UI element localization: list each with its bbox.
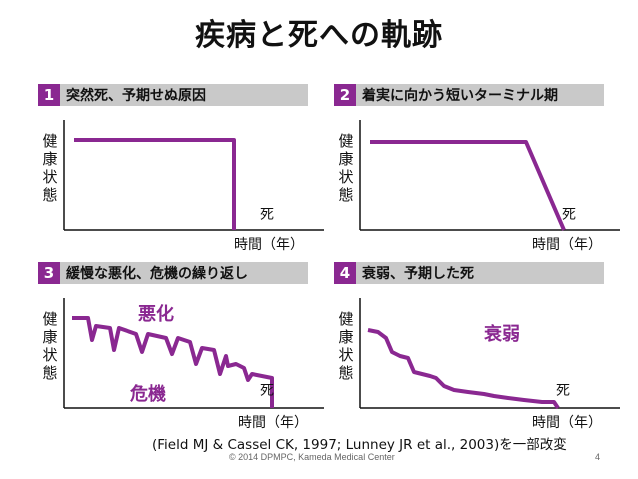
- panel-terminal-phase: 2 着実に向かう短いターミナル期 健康状態 死 時間（年）: [334, 84, 634, 264]
- citation: (Field MJ & Cassel CK, 1997; Lunney JR e…: [152, 437, 567, 453]
- trajectory-plot: [63, 298, 324, 409]
- panel-number: 3: [38, 262, 60, 284]
- y-axis-label: 健康状態: [338, 132, 354, 204]
- frailty-label: 衰弱: [484, 324, 520, 345]
- x-axis-label: 時間（年）: [532, 415, 602, 431]
- y-axis-label: 健康状態: [42, 132, 58, 204]
- death-label: 死: [556, 383, 570, 399]
- panel-header: 2 着実に向かう短いターミナル期: [334, 84, 604, 106]
- death-label: 死: [260, 207, 274, 223]
- trajectory-plot: [63, 120, 324, 231]
- page-title: 疾病と死への軌跡: [195, 18, 443, 53]
- panel-gradual-decline: 3 緩慢な悪化、危機の繰り返し 健康状態 悪化 危機 死 時間（年）: [38, 262, 338, 442]
- x-axis-label: 時間（年）: [238, 415, 308, 431]
- y-axis-label: 健康状態: [42, 310, 58, 382]
- panel-sudden-death: 1 突然死、予期せぬ原因 健康状態 死 時間（年）: [38, 84, 338, 264]
- deterioration-label: 悪化: [138, 304, 174, 325]
- x-axis-label: 時間（年）: [234, 237, 304, 253]
- x-axis-label: 時間（年）: [532, 237, 602, 253]
- trajectory-plot: [359, 120, 620, 231]
- panel-header: 4 衰弱、予期した死: [334, 262, 604, 284]
- health-trajectory-line: [370, 140, 566, 231]
- health-trajectory-line: [367, 328, 560, 410]
- panel-frailty: 4 衰弱、予期した死 健康状態 衰弱 死 時間（年）: [334, 262, 634, 442]
- panel-number: 1: [38, 84, 60, 106]
- health-trajectory-line: [74, 138, 236, 230]
- panel-header: 1 突然死、予期せぬ原因: [38, 84, 308, 106]
- panel-heading: 衰弱、予期した死: [362, 266, 474, 282]
- health-trajectory-line: [72, 316, 274, 408]
- copyright-footer: © 2014 DPMPC, Kameda Medical Center: [229, 452, 395, 462]
- trajectory-plot: [359, 298, 620, 410]
- panel-number: 4: [334, 262, 356, 284]
- death-label: 死: [260, 383, 274, 399]
- panel-number: 2: [334, 84, 356, 106]
- panel-header: 3 緩慢な悪化、危機の繰り返し: [38, 262, 308, 284]
- panel-heading: 着実に向かう短いターミナル期: [362, 88, 558, 104]
- y-axis-label: 健康状態: [338, 310, 354, 382]
- death-label: 死: [562, 207, 576, 223]
- page-number: 4: [595, 452, 601, 462]
- panel-heading: 突然死、予期せぬ原因: [66, 88, 206, 104]
- crisis-label: 危機: [130, 384, 166, 405]
- panel-heading: 緩慢な悪化、危機の繰り返し: [66, 266, 248, 282]
